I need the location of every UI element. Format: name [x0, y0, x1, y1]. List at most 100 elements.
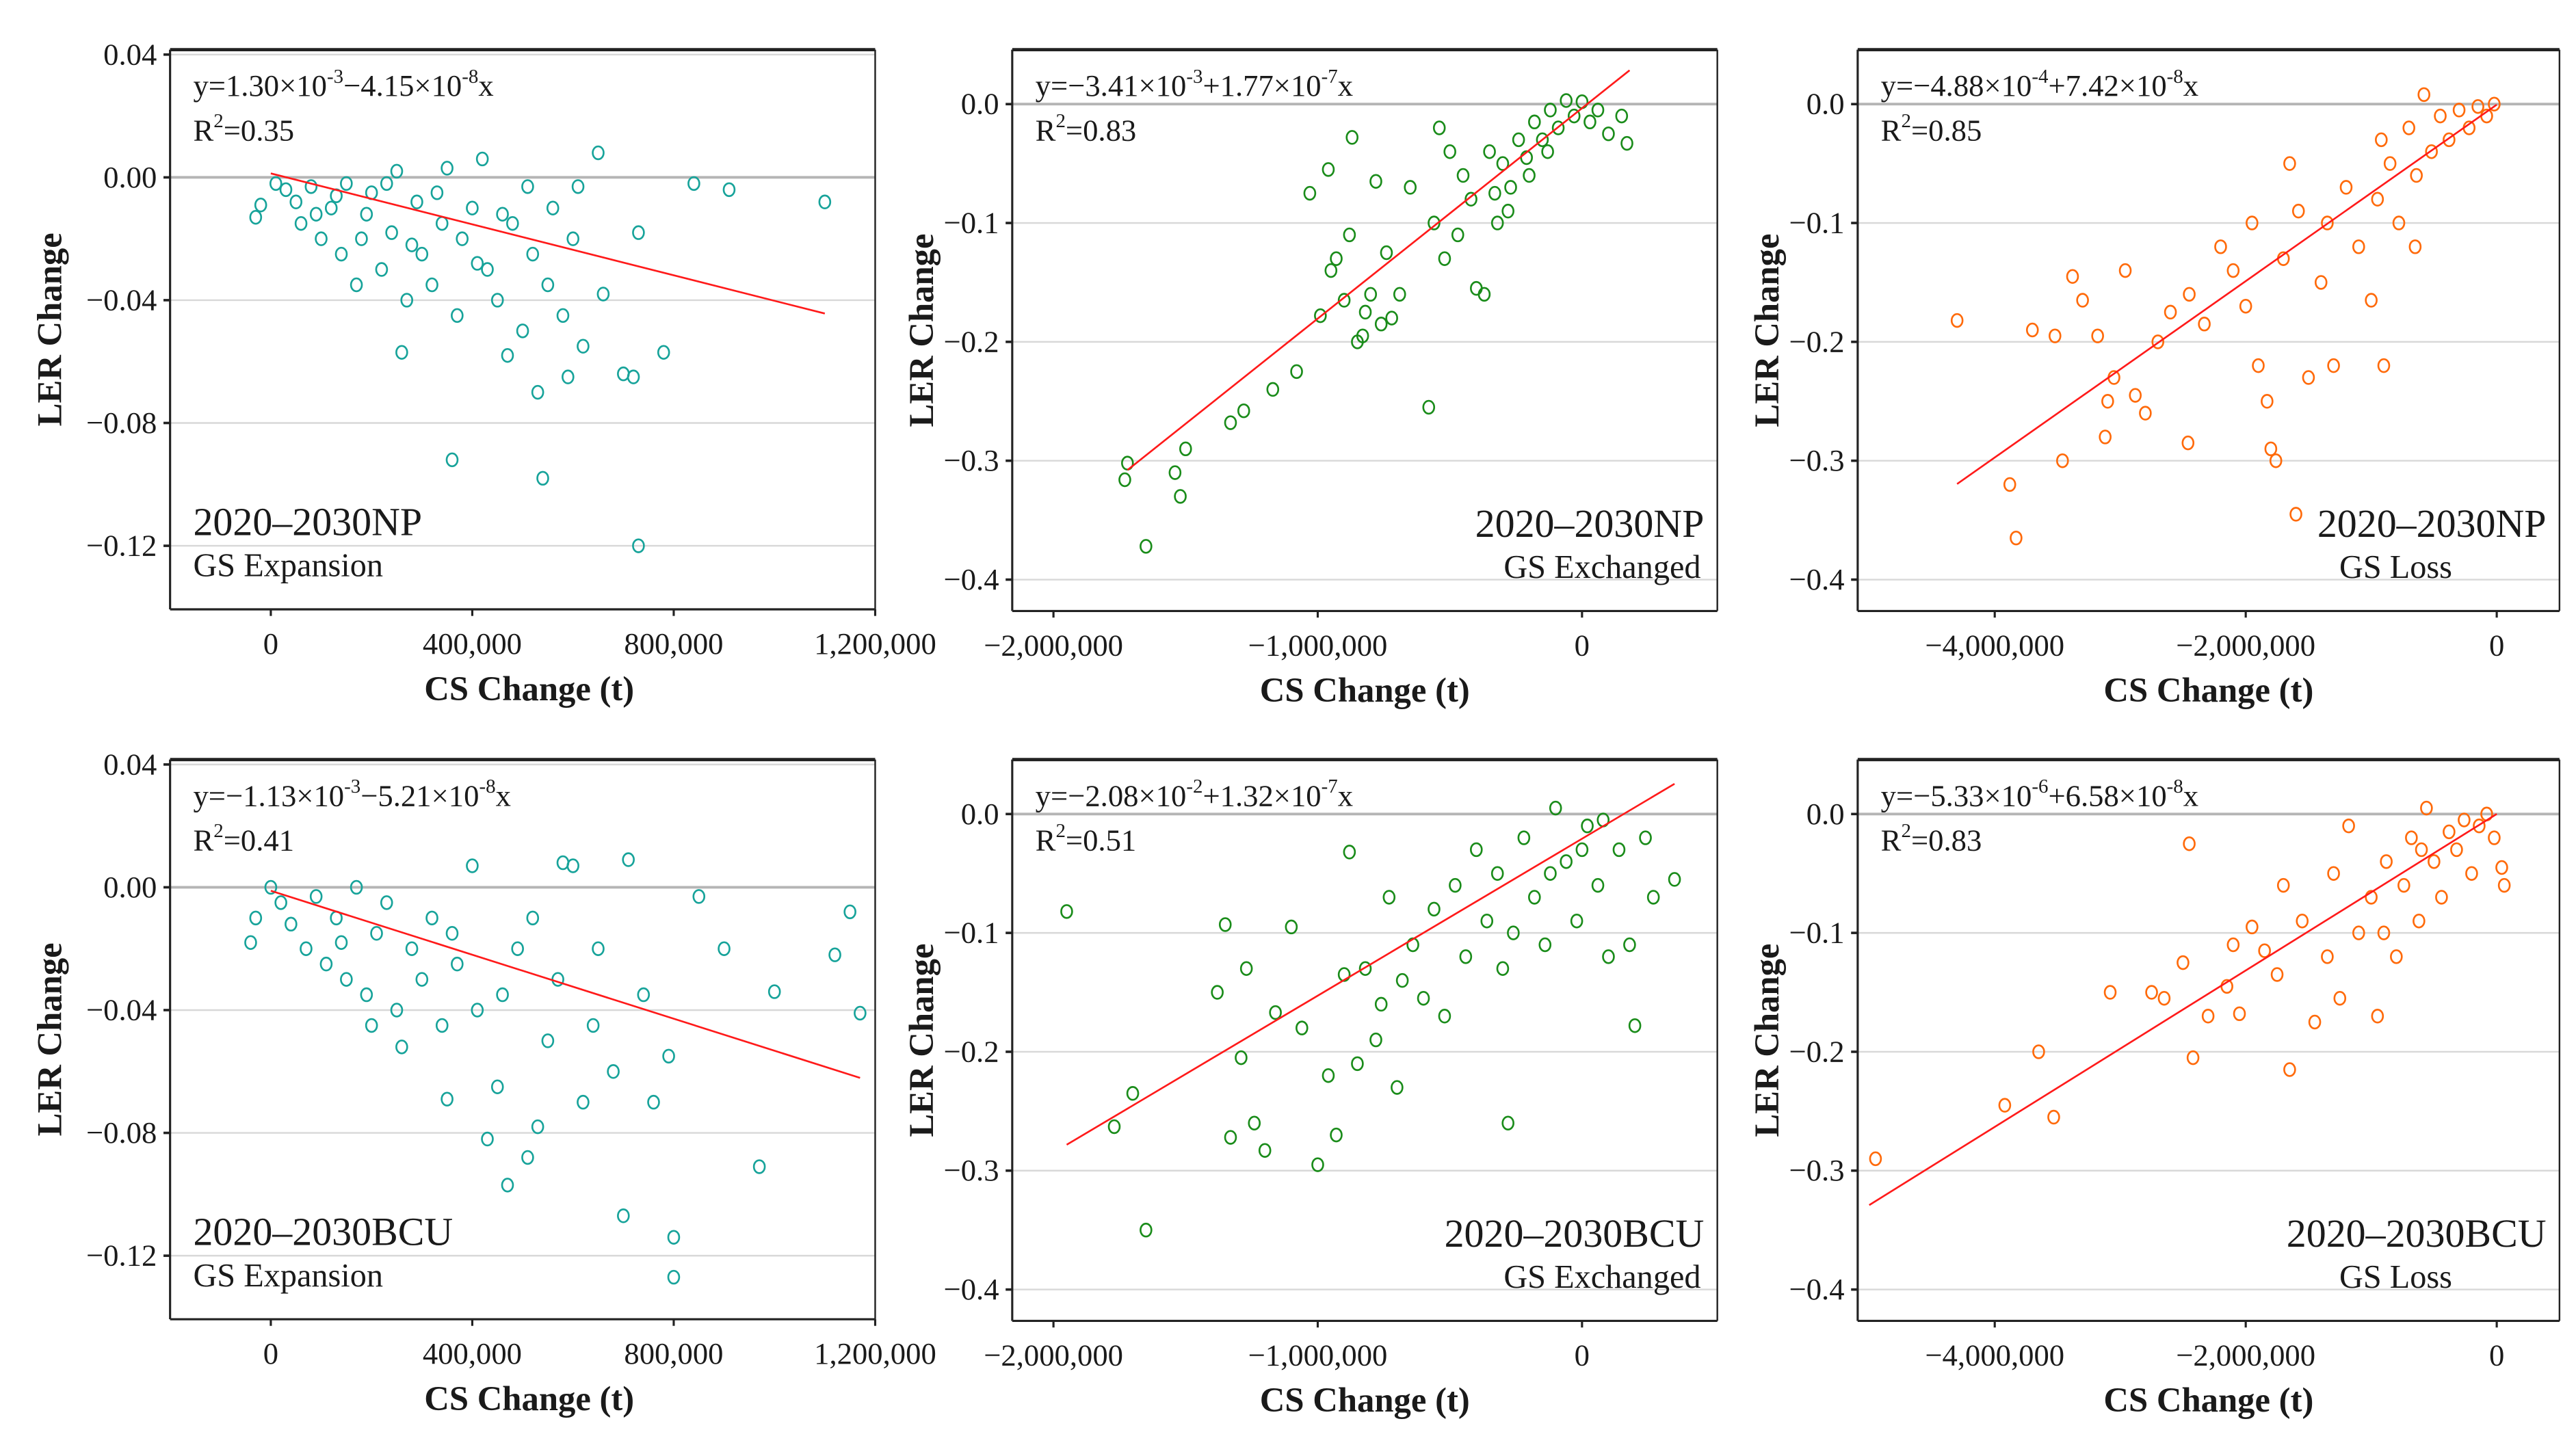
- scenario-label: 2020–2030BCU: [1445, 1211, 1705, 1256]
- scatter-panel: 0.04 0.00 −0.04 −0.08 −0.12 0 400,000 800,000 1,…: [30, 37, 936, 707]
- data-point: [1623, 937, 1636, 953]
- data-point: [1615, 108, 1629, 124]
- gs-type-label: GS Loss: [2339, 549, 2452, 585]
- r-squared-part: R: [1036, 113, 1056, 147]
- y-tick-label: −0.2: [1789, 324, 1845, 358]
- data-point: [2296, 913, 2309, 929]
- r-squared-part: =0.83: [1066, 113, 1136, 147]
- r-squared-part: R: [1036, 823, 1056, 857]
- data-point: [1438, 251, 1451, 266]
- data-point: [722, 182, 736, 198]
- data-point: [1406, 937, 1419, 953]
- data-point: [1322, 1068, 1335, 1083]
- data-point: [390, 1003, 404, 1018]
- data-point: [2183, 836, 2196, 851]
- data-point: [451, 308, 464, 323]
- data-point: [1456, 168, 1470, 183]
- data-point: [2443, 824, 2456, 840]
- r-squared-part: R: [193, 113, 213, 147]
- data-point: [571, 179, 585, 194]
- data-point: [1443, 144, 1456, 159]
- data-point: [2226, 263, 2240, 278]
- data-point: [2076, 293, 2089, 308]
- data-point: [1324, 263, 1338, 278]
- regression-equation-part: y=−4.88×10: [1881, 68, 2032, 103]
- data-point: [752, 1159, 766, 1174]
- y-tick-label: 0.04: [103, 37, 157, 71]
- data-point: [315, 231, 328, 246]
- data-point: [2327, 866, 2340, 881]
- data-point: [405, 237, 419, 252]
- data-point: [2214, 239, 2227, 254]
- y-tick-label: 0.0: [961, 87, 999, 121]
- data-point: [1459, 949, 1473, 964]
- data-point: [1504, 180, 1517, 195]
- y-tick-label: 0.00: [103, 160, 157, 194]
- y-tick-label: −0.08: [86, 406, 157, 440]
- data-point: [2246, 215, 2259, 230]
- data-point: [1583, 114, 1596, 130]
- data-point: [2302, 370, 2315, 385]
- data-point: [2283, 156, 2296, 171]
- data-point: [1290, 364, 1303, 380]
- data-point: [269, 176, 282, 191]
- data-point: [562, 369, 575, 384]
- data-point: [2413, 913, 2426, 929]
- y-tick-label: −0.2: [944, 324, 999, 358]
- data-point: [1374, 317, 1388, 332]
- data-point: [1343, 845, 1356, 860]
- data-point: [1380, 245, 1393, 261]
- data-point: [2164, 304, 2177, 320]
- x-tick-label: 400,000: [423, 1336, 522, 1371]
- data-point: [2261, 394, 2274, 409]
- data-point: [1451, 227, 1464, 243]
- data-point: [586, 1018, 600, 1033]
- data-point: [541, 277, 555, 293]
- r-squared-superscript: 2: [1901, 820, 1910, 842]
- data-point: [566, 231, 579, 246]
- data-point: [2264, 441, 2278, 457]
- data-point: [828, 947, 841, 962]
- y-tick-label: 0.0: [1806, 797, 1845, 831]
- x-tick-label: 0: [2489, 1338, 2504, 1373]
- data-point: [2497, 877, 2511, 893]
- regression-equation-part: +1.32×10: [1202, 778, 1321, 812]
- data-point: [395, 345, 408, 360]
- y-tick-label: 0.0: [1806, 87, 1845, 121]
- data-point: [2321, 949, 2334, 964]
- data-point: [1391, 1080, 1404, 1095]
- data-point: [1428, 901, 1441, 917]
- r-squared: R2=0.85: [1881, 110, 1982, 147]
- data-point: [2066, 269, 2079, 284]
- data-point: [2276, 877, 2290, 893]
- scatter-panel: 0.0 −0.1 −0.2 −0.3 −0.4 −2,000,000 −1,000,000 0…: [902, 758, 1718, 1419]
- x-tick-label: −2,000,000: [984, 628, 1123, 663]
- data-point: [2157, 990, 2171, 1006]
- x-axis-title: CS Change (t): [1260, 1381, 1470, 1419]
- data-point: [1126, 1086, 1140, 1101]
- y-axis-title: LER Change: [1748, 944, 1786, 1137]
- y-tick-label: −0.1: [1789, 916, 1845, 950]
- data-point: [1358, 304, 1372, 320]
- data-point: [249, 910, 263, 926]
- data-point: [430, 185, 444, 200]
- y-tick-label: −0.4: [1789, 562, 1845, 596]
- r-squared: R2=0.51: [1036, 820, 1137, 857]
- data-point: [380, 176, 393, 191]
- data-point: [521, 179, 534, 194]
- data-point: [2371, 1009, 2384, 1024]
- x-tick-label: 0: [1575, 628, 1590, 663]
- data-point: [451, 956, 464, 972]
- data-point: [2239, 298, 2252, 314]
- data-point: [1501, 203, 1514, 219]
- data-point: [577, 339, 590, 354]
- data-point: [334, 246, 348, 262]
- data-point: [1602, 126, 1615, 142]
- data-point: [667, 1269, 681, 1285]
- data-point: [667, 1230, 681, 1245]
- data-point: [456, 231, 469, 246]
- data-point: [415, 246, 429, 262]
- r-squared-part: =0.51: [1066, 823, 1136, 857]
- r-squared-superscript: 2: [213, 820, 223, 842]
